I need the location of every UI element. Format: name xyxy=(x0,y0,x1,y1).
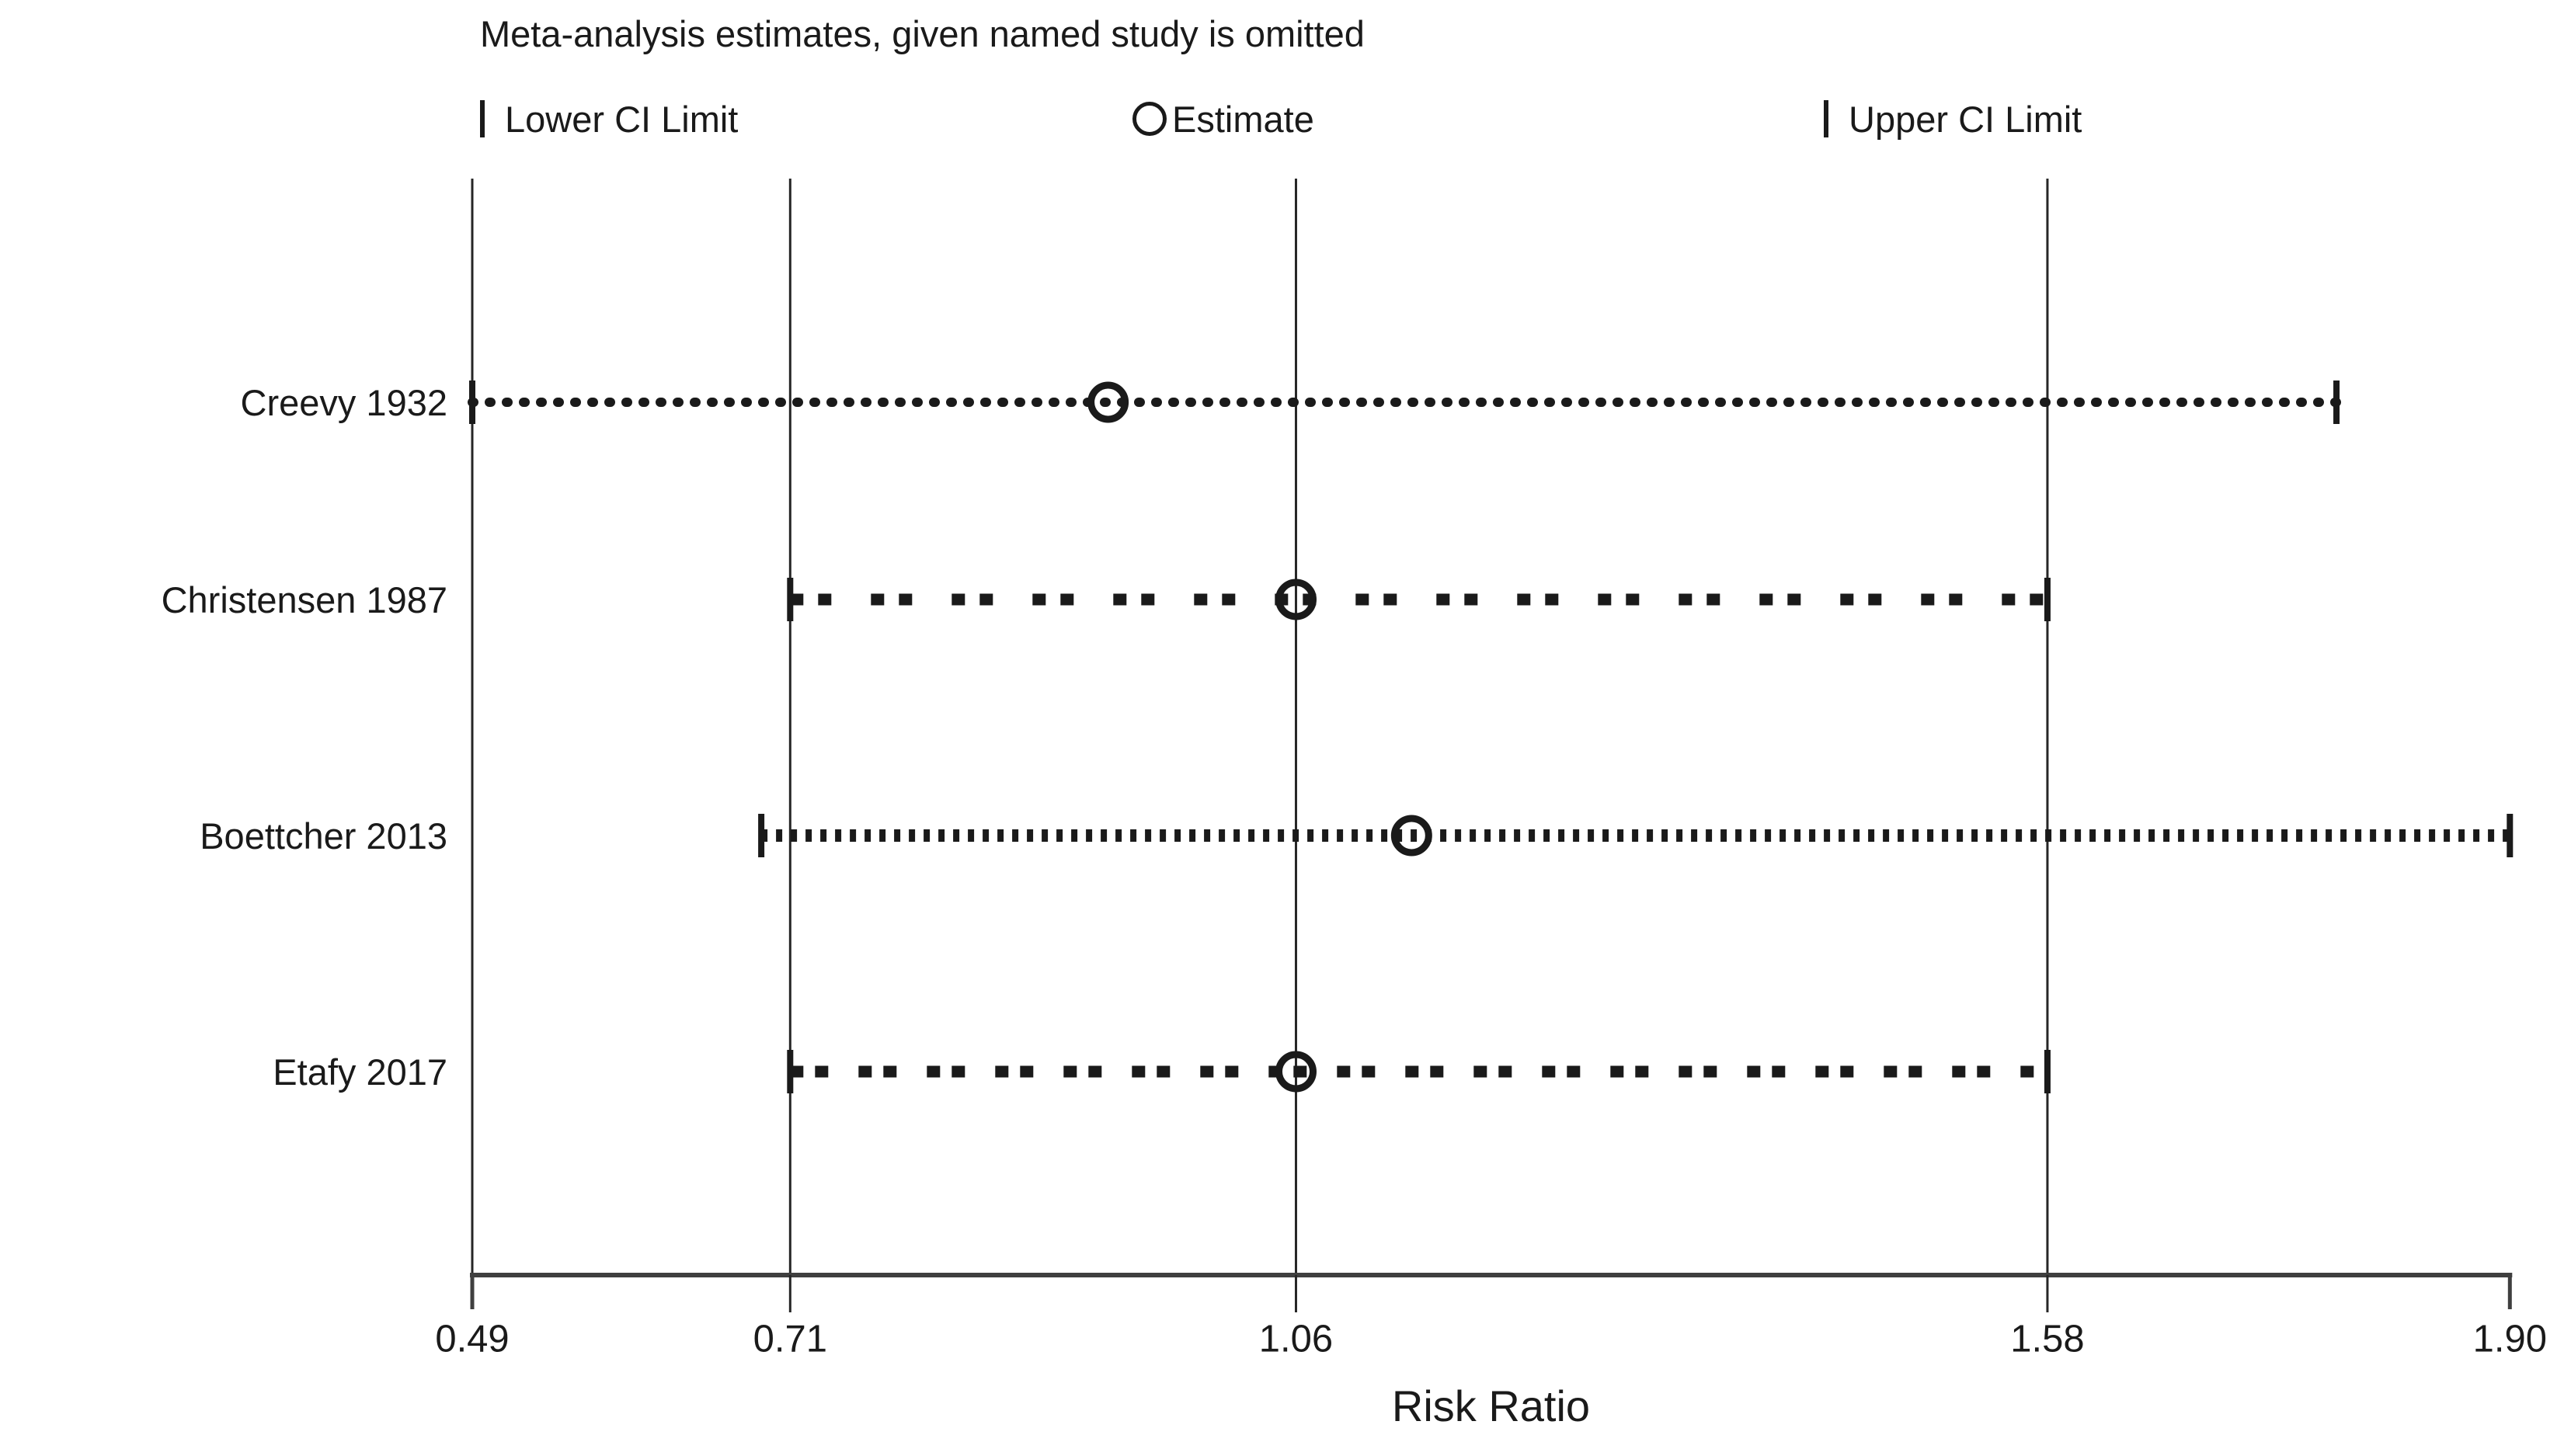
study-label: Boettcher 2013 xyxy=(200,815,447,857)
estimate-circle-icon xyxy=(1132,102,1167,136)
chart-title: Meta-analysis estimates, given named stu… xyxy=(480,13,1365,54)
legend-item-estimate: Estimate xyxy=(1132,92,1314,146)
upper-ci-tick-marker xyxy=(2044,578,2051,621)
x-axis-title: Risk Ratio xyxy=(1391,1381,1591,1430)
upper-ci-tick-marker xyxy=(2044,1050,2051,1093)
legend-label-estimate: Estimate xyxy=(1172,98,1314,140)
lower-ci-tick-marker xyxy=(787,578,794,621)
legend: Lower CI Limit Estimate Upper CI Limit xyxy=(0,92,2564,146)
x-tick-label: 0.71 xyxy=(753,1318,827,1360)
lower-ci-tick-marker xyxy=(787,1050,794,1093)
estimate-marker xyxy=(1390,815,1432,857)
x-tick-label: 0.49 xyxy=(435,1318,509,1360)
x-tick-label: 1.06 xyxy=(1259,1318,1333,1360)
estimate-marker xyxy=(1275,579,1317,620)
lower-ci-tick-icon xyxy=(480,100,485,137)
lower-ci-tick-marker xyxy=(469,381,475,424)
x-tick-label: 1.90 xyxy=(2473,1318,2547,1360)
study-label: Christensen 1987 xyxy=(162,579,447,620)
estimate-marker xyxy=(1087,381,1129,423)
study-label: Etafy 2017 xyxy=(273,1051,447,1093)
upper-ci-tick-marker xyxy=(2333,381,2340,424)
estimate-marker xyxy=(1275,1051,1317,1093)
legend-label-upper-ci: Upper CI Limit xyxy=(1849,98,2082,140)
upper-ci-tick-marker xyxy=(2507,814,2514,857)
legend-item-upper-ci: Upper CI Limit xyxy=(1824,92,2082,146)
study-label: Creevy 1932 xyxy=(241,382,448,423)
legend-label-lower-ci: Lower CI Limit xyxy=(505,98,739,140)
upper-ci-tick-icon xyxy=(1824,100,1828,137)
legend-item-lower-ci: Lower CI Limit xyxy=(480,92,738,146)
lower-ci-tick-marker xyxy=(758,814,765,857)
x-tick-label: 1.58 xyxy=(2010,1318,2084,1360)
